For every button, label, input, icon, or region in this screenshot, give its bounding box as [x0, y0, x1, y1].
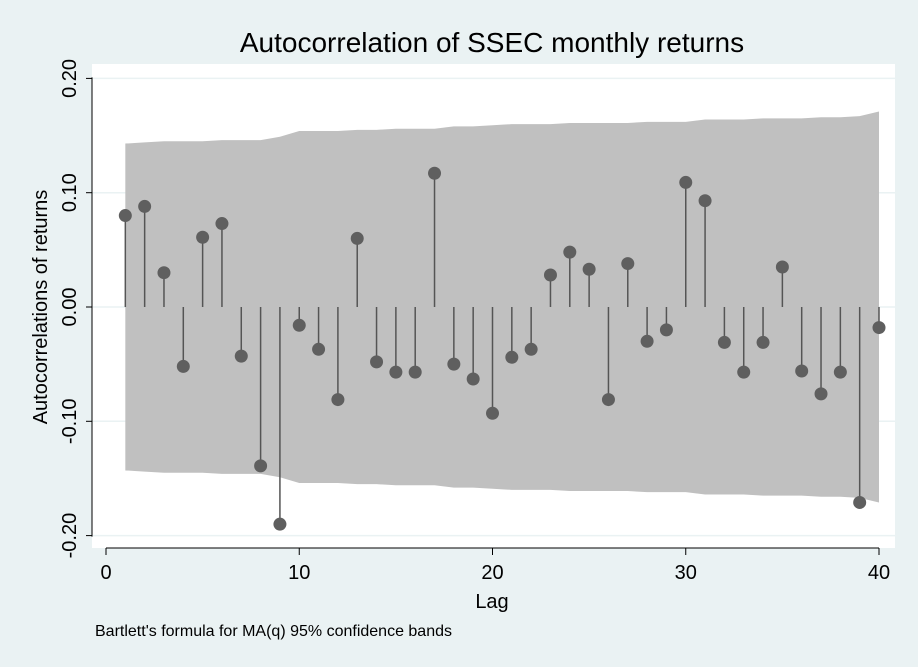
stem-marker	[833, 365, 847, 379]
stem-marker	[176, 359, 190, 373]
x-tick-label: 30	[675, 562, 697, 584]
stem-marker	[505, 350, 519, 364]
stem-marker	[273, 517, 287, 531]
x-axis-label: Lag	[475, 591, 508, 613]
stem-marker	[659, 323, 673, 337]
y-tick-label: -0.10	[59, 399, 81, 445]
stem-marker	[408, 365, 422, 379]
stem-marker	[853, 495, 867, 509]
stem-marker	[795, 364, 809, 378]
stem-series	[118, 166, 886, 531]
stem-marker	[196, 230, 210, 244]
stem-marker	[601, 393, 615, 407]
stem-marker	[563, 245, 577, 259]
stem-marker	[621, 257, 635, 271]
stem-marker	[370, 355, 384, 369]
x-tick-label: 0	[100, 562, 111, 584]
stem-marker	[679, 175, 693, 189]
stem-marker	[234, 349, 248, 363]
stem-marker	[640, 334, 654, 348]
stem-marker	[331, 393, 345, 407]
stem-marker	[756, 335, 770, 349]
stem-marker	[350, 231, 364, 245]
stem-marker	[138, 199, 152, 213]
x-tick-label: 10	[288, 562, 310, 584]
stem-marker	[292, 318, 306, 332]
chart-note: Bartlett's formula for MA(q) 95% confide…	[95, 623, 452, 640]
stem-marker	[428, 166, 442, 180]
x-tick-label: 20	[481, 562, 503, 584]
y-tick-label: 0.00	[59, 288, 81, 327]
y-axis-label: Autocorrelations of returns	[30, 190, 52, 425]
stem-marker	[486, 406, 499, 420]
stem-marker	[466, 372, 480, 386]
stem-marker	[737, 365, 751, 379]
axes: -0.20 -0.10 0.00 0.10 0.20 0 10 20 30 40	[59, 59, 890, 584]
stem-marker	[524, 342, 538, 356]
stem-marker	[872, 321, 886, 335]
stem-marker	[389, 365, 403, 379]
stem-marker	[447, 357, 461, 371]
confidence-band	[125, 111, 879, 503]
stem-marker	[157, 266, 171, 280]
stem-marker	[543, 268, 557, 282]
stem-marker	[312, 342, 326, 356]
stem-marker	[698, 194, 712, 208]
y-tick-label: -0.20	[59, 513, 81, 559]
stem-marker	[717, 335, 731, 349]
stem-marker	[118, 209, 132, 223]
stem-marker	[254, 459, 268, 473]
stem-marker	[582, 262, 596, 276]
chart-title: Autocorrelation of SSEC monthly returns	[240, 27, 744, 58]
stem-marker	[814, 387, 828, 401]
x-tick-label: 40	[868, 562, 890, 584]
stem-marker	[775, 260, 789, 274]
y-tick-label: 0.20	[59, 59, 81, 98]
stem-marker	[215, 217, 229, 231]
y-tick-label: 0.10	[59, 173, 81, 212]
